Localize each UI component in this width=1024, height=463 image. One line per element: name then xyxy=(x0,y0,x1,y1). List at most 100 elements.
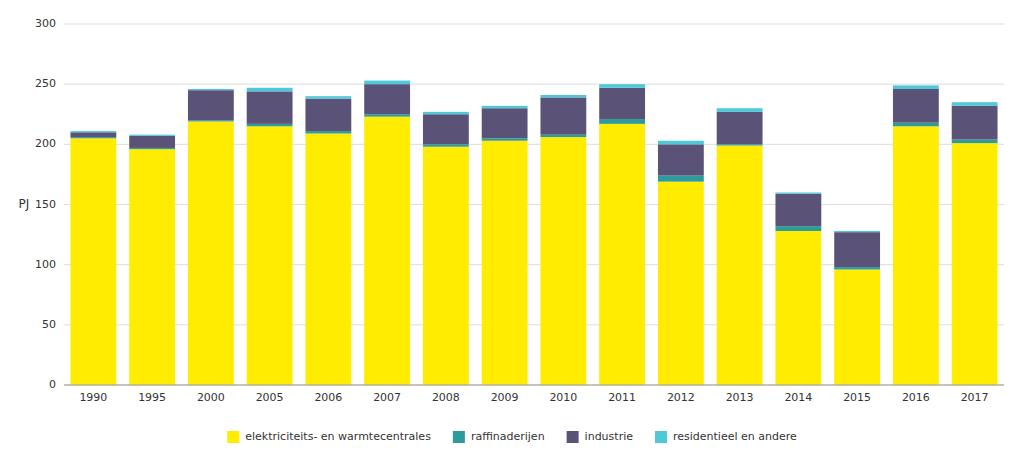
grid-line xyxy=(64,84,1004,85)
x-axis-line xyxy=(64,385,1004,386)
bar-segment: elektriciteits- en warmtecentrales: 199 xyxy=(717,146,763,385)
bar-segment: residentieel en andere: 3 xyxy=(247,88,293,92)
bar-segment: residentieel en andere: 1 xyxy=(834,231,880,232)
bar-segment: elektriciteits- en warmtecentrales: 128 xyxy=(775,231,821,385)
x-tick-label: 2008 xyxy=(432,391,460,404)
bar-segment: raffinaderijen: 2 xyxy=(540,135,586,137)
bar-segment: industrie: 26 xyxy=(658,144,704,175)
bar-segment: raffinaderijen: 1 xyxy=(70,137,116,138)
bar-segment: elektriciteits- en warmtecentrales: 201 xyxy=(952,143,998,385)
bar-segment: raffinaderijen: 2 xyxy=(305,131,351,133)
x-tick-label: 2000 xyxy=(197,391,225,404)
bar-segment: raffinaderijen: 2 xyxy=(834,267,880,269)
bar-segment: elektriciteits- en warmtecentrales: 209 xyxy=(305,134,351,385)
bar-segment: residentieel en andere: 2 xyxy=(423,112,469,114)
x-tick-label: 2015 xyxy=(843,391,871,404)
x-tick-label: 2006 xyxy=(314,391,342,404)
x-tick-label: 2014 xyxy=(784,391,812,404)
bar-segment: elektriciteits- en warmtecentrales: 215 xyxy=(893,126,939,385)
x-tick-label: 2005 xyxy=(256,391,284,404)
legend-label: industrie xyxy=(585,430,634,443)
y-tick-label: 300 xyxy=(35,17,56,30)
bar-segment: elektriciteits- en warmtecentrales: 198 xyxy=(423,147,469,385)
y-tick-label: 250 xyxy=(35,77,56,90)
x-tick-label: 1995 xyxy=(138,391,166,404)
bar-segment: residentieel en andere: 2 xyxy=(305,96,351,98)
x-tick-label: 2013 xyxy=(726,391,754,404)
bar-segment: raffinaderijen: 3 xyxy=(952,140,998,144)
bar-segment: raffinaderijen: 3 xyxy=(893,123,939,127)
chart-svg: 0 50 100 150 200 250 300 PJ elektriciteits- en w… xyxy=(0,0,1024,463)
y-tick-label: 150 xyxy=(35,198,56,211)
bar-segment: raffinaderijen: 2 xyxy=(247,124,293,126)
grid xyxy=(64,24,1004,385)
y-tick-label: 50 xyxy=(42,318,56,331)
legend-label: raffinaderijen xyxy=(471,430,545,443)
bar-segment: raffinaderijen: 1 xyxy=(129,148,175,149)
bar-segment: industrie: 25 xyxy=(482,108,528,138)
bar-segment: industrie: 25 xyxy=(423,114,469,144)
series: raffinaderijen: 1 raffinaderijen: 1 raffin… xyxy=(70,114,997,269)
legend-item: industrie xyxy=(567,430,634,443)
y-tick-label: 0 xyxy=(49,378,56,391)
bar-segment: residentieel en andere: 2 xyxy=(482,106,528,108)
bar-segment: residentieel en andere: 1 xyxy=(775,192,821,193)
series: residentieel en andere: 1 residentieel en… xyxy=(70,81,997,233)
bar-segment: elektriciteits- en warmtecentrales: 215 xyxy=(247,126,293,385)
bar-segment: industrie: 10 xyxy=(129,136,175,148)
bar-segment: residentieel en andere: 3 xyxy=(658,141,704,145)
legend-swatch xyxy=(567,431,579,443)
bar-segment: elektriciteits- en warmtecentrales: 203 xyxy=(482,141,528,385)
bar-segment: raffinaderijen: 2 xyxy=(482,138,528,140)
x-tick-label: 1990 xyxy=(79,391,107,404)
bar-segment: industrie: 26 xyxy=(599,88,645,119)
bar-segment: elektriciteits- en warmtecentrales: 223 xyxy=(364,117,410,385)
bar-segment: industrie: 27 xyxy=(717,112,763,144)
bar-segment: industrie: 27 xyxy=(247,91,293,123)
bar-segment: elektriciteits- en warmtecentrales: 205 xyxy=(70,138,116,385)
y-tick-label: 100 xyxy=(35,258,56,271)
legend-item: residentieel en andere xyxy=(655,430,797,443)
legend-item: raffinaderijen xyxy=(453,430,545,443)
bar-segment: raffinaderijen: 1 xyxy=(717,144,763,145)
bar-segment: residentieel en andere: 1 xyxy=(129,135,175,136)
bar-segment: industrie: 25 xyxy=(364,84,410,114)
x-tick-label: 2017 xyxy=(961,391,989,404)
bar-segment: residentieel en andere: 3 xyxy=(599,84,645,88)
bar-segment: residentieel en andere: 2 xyxy=(540,95,586,97)
bar-segment: raffinaderijen: 4 xyxy=(775,226,821,231)
bars: elektriciteits- en warmtecentrales: 205 e… xyxy=(70,81,997,385)
x-axis: 1990199520002005200620072008200920102011… xyxy=(79,391,988,404)
series: industrie: 4industrie: 10industrie: 25in… xyxy=(70,84,997,267)
series: elektriciteits- en warmtecentrales: 205 e… xyxy=(70,117,997,385)
bar-segment: elektriciteits- en warmtecentrales: 196 xyxy=(129,149,175,385)
chart-container: 0 50 100 150 200 250 300 PJ elektriciteits- en w… xyxy=(0,0,1024,463)
x-tick-label: 2016 xyxy=(902,391,930,404)
bar-segment: elektriciteits- en warmtecentrales: 219 xyxy=(188,121,234,385)
bar-segment: industrie: 29 xyxy=(834,232,880,267)
bar-segment: industrie: 25 xyxy=(188,90,234,120)
bar-segment: industrie: 28 xyxy=(952,106,998,140)
bar-segment: residentieel en andere: 1 xyxy=(70,131,116,132)
grid-line xyxy=(64,24,1004,25)
bar-segment: residentieel en andere: 1 xyxy=(188,89,234,90)
bar-segment: residentieel en andere: 3 xyxy=(364,81,410,85)
bar-segment: raffinaderijen: 4 xyxy=(599,119,645,124)
bar-segment: elektriciteits- en warmtecentrales: 206 xyxy=(540,137,586,385)
legend: elektriciteits- en warmtecentralesraffin… xyxy=(227,430,797,443)
bar-segment: residentieel en andere: 3 xyxy=(717,108,763,112)
x-tick-label: 2010 xyxy=(549,391,577,404)
x-tick-label: 2007 xyxy=(373,391,401,404)
bar-segment: raffinaderijen: 5 xyxy=(658,176,704,182)
bar-segment: industrie: 31 xyxy=(540,97,586,134)
bar-segment: industrie: 28 xyxy=(893,89,939,123)
y-axis-label: PJ xyxy=(19,197,30,211)
y-tick-label: 200 xyxy=(35,137,56,150)
bar-segment: raffinaderijen: 2 xyxy=(364,114,410,116)
bar-segment: industrie: 27 xyxy=(775,194,821,226)
bar-segment: elektriciteits- en warmtecentrales: 217 xyxy=(599,124,645,385)
bar-segment: residentieel en andere: 3 xyxy=(893,85,939,89)
bar-segment: raffinaderijen: 1 xyxy=(188,120,234,121)
x-tick-label: 2012 xyxy=(667,391,695,404)
legend-swatch xyxy=(655,431,667,443)
